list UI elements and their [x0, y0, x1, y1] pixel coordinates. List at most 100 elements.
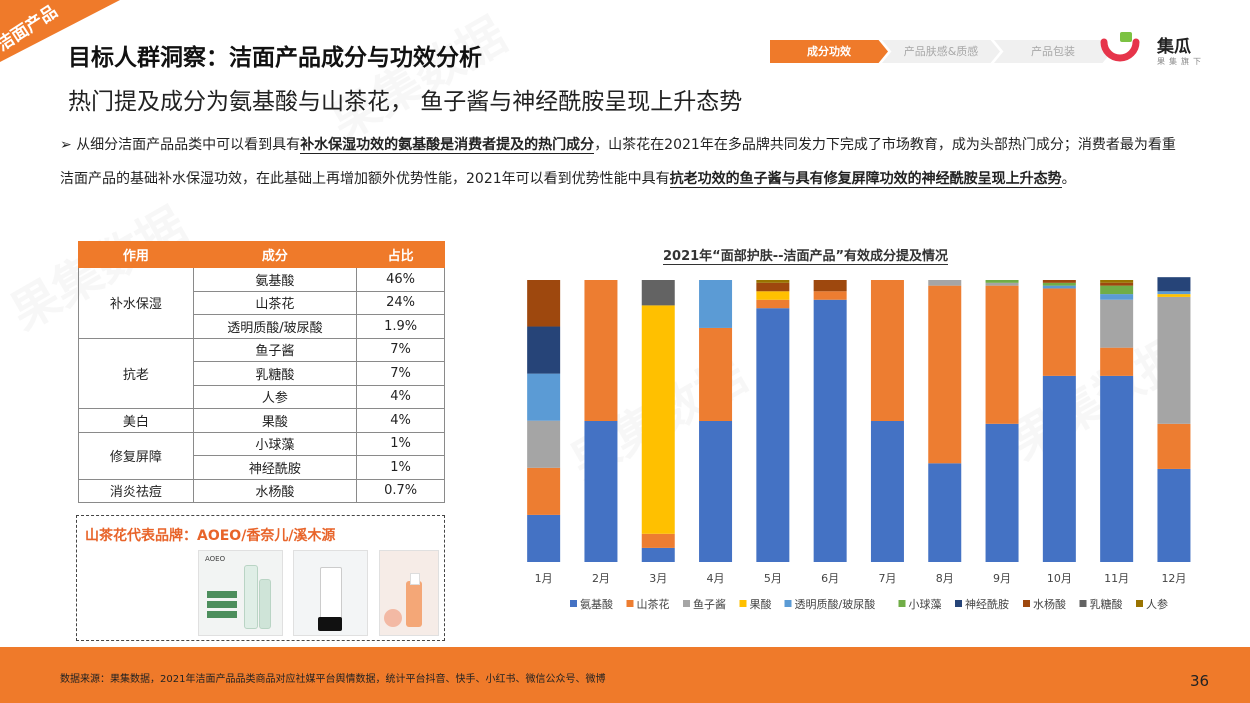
bar-segment-11-1 [1157, 423, 1191, 469]
bar-segment-7-0 [928, 463, 962, 562]
ingredient-cell: 山茶花 [192, 290, 358, 315]
effect-cell: 抗老 [78, 337, 194, 409]
table-row: 山茶花 24% [79, 290, 445, 315]
bar-segment-10-5 [1100, 285, 1134, 295]
share-cell: 24% [356, 290, 445, 315]
step-packaging[interactable]: 产品包装 [994, 40, 1112, 63]
x-tick-label: 1月 [535, 572, 553, 585]
product-flower-shape [384, 609, 402, 627]
bar-segment-7-2 [928, 280, 962, 286]
intro-text-3: 。 [1061, 171, 1076, 187]
legend-label-2: 鱼子酱 [693, 597, 726, 611]
bar-segment-6-1 [870, 280, 904, 421]
legend-label-6: 神经酰胺 [965, 597, 1009, 611]
intro-text-1: 从细分洁面产品品类中可以看到具有 [76, 137, 301, 153]
step-ingredients[interactable]: 成分功效 [770, 40, 888, 63]
share-cell: 0.7% [356, 478, 445, 503]
intro-emphasis-2: 抗老功效的鱼子酱与具有修复屏障功效的神经酰胺呈现上升态势 [669, 171, 1062, 188]
share-cell: 7% [356, 337, 445, 362]
bar-segment-0-7 [527, 280, 561, 327]
legend-swatch-2 [683, 600, 690, 607]
product-tag-shape [207, 611, 237, 618]
table-row: 美白 果酸 4% [78, 408, 445, 433]
bar-segment-2-1 [641, 533, 675, 548]
product-image-label: AOEO [205, 555, 226, 563]
bar-segment-5-1 [813, 291, 847, 300]
bar-segment-4-3 [756, 291, 790, 300]
bar-segment-8-5 [985, 280, 1019, 283]
header-ingredient: 成分 [192, 241, 358, 268]
logo-subtitle: 果集旗下 [1157, 57, 1205, 66]
step-texture[interactable]: 产品肤感&质感 [882, 40, 1000, 63]
legend-swatch-9 [1136, 600, 1143, 607]
table-row: 人参 4% [79, 384, 445, 409]
bar-segment-2-3 [641, 305, 675, 534]
bar-segment-3-1 [699, 327, 733, 421]
table-row: 抗老 鱼子酱 7% [78, 337, 445, 409]
product-tag-shape [207, 591, 237, 598]
bar-segment-10-2 [1100, 299, 1134, 348]
product-cap-shape [318, 617, 342, 631]
bar-segment-11-6 [1157, 277, 1191, 292]
legend-label-7: 水杨酸 [1033, 597, 1066, 611]
ingredient-cell: 水杨酸 [192, 478, 358, 503]
bar-segment-11-0 [1157, 468, 1191, 562]
bar-segment-2-0 [641, 547, 675, 562]
footer-bar [0, 647, 1250, 703]
x-tick-label: 4月 [707, 572, 725, 585]
bar-segment-0-2 [527, 420, 561, 468]
effect-cell: 补水保湿 [78, 267, 194, 339]
bar-segment-11-4 [1157, 291, 1191, 295]
product-image-chanel [293, 550, 368, 636]
product-bottle-shape [406, 581, 422, 627]
bar-segment-9-5 [1042, 282, 1076, 286]
bar-segment-4-9 [756, 280, 790, 283]
product-bottle-shape [320, 567, 342, 623]
data-source-note: 数据来源：果集数据，2021年洁面产品品类商品对应社媒平台舆情数据，统计平台抖音… [60, 674, 606, 685]
section-steps: 成分功效 产品肤感&质感 产品包装 [770, 40, 1112, 63]
x-tick-label: 5月 [764, 572, 782, 585]
bar-segment-4-1 [756, 299, 790, 309]
ingredient-cell: 人参 [192, 384, 358, 409]
brand-showcase: 山茶花代表品牌：AOEO/香奈儿/溪木源 AOEO [76, 515, 445, 641]
effect-cell: 修复屏障 [78, 431, 194, 480]
ingredient-cell: 氨基酸 [192, 267, 358, 292]
bar-segment-0-6 [527, 326, 561, 374]
legend-swatch-5 [898, 600, 906, 607]
product-image-ximuyuan [379, 550, 439, 636]
product-image-aoeo: AOEO [198, 550, 283, 636]
bar-segment-0-0 [527, 514, 561, 562]
x-tick-label: 2月 [592, 572, 610, 585]
ingredient-cell: 小球藻 [192, 431, 358, 456]
legend-swatch-4 [784, 600, 792, 607]
product-tube-shape [259, 579, 271, 629]
bar-segment-1-0 [584, 421, 618, 562]
legend-swatch-0 [570, 600, 577, 607]
x-tick-label: 11月 [1104, 572, 1129, 585]
bar-segment-0-1 [527, 467, 561, 515]
header-effect: 作用 [78, 241, 194, 268]
legend-label-5: 小球藻 [909, 597, 942, 611]
ingredient-cell: 透明质酸/玻尿酸 [192, 314, 358, 339]
bar-segment-8-1 [985, 285, 1019, 424]
legend-label-8: 乳糖酸 [1090, 597, 1123, 611]
legend-swatch-7 [1023, 600, 1030, 607]
bar-segment-10-9 [1100, 280, 1134, 283]
ingredient-table: 作用 成分 占比 补水保湿 氨基酸 46% 山茶花 24% 透明质酸/玻尿酸 1… [78, 241, 445, 503]
bar-segment-9-1 [1042, 288, 1076, 376]
bar-segment-11-3 [1157, 294, 1191, 297]
intro-emphasis-1: 补水保湿功效的氨基酸是消费者提及的热门成分 [300, 137, 595, 154]
legend-swatch-3 [739, 600, 747, 607]
brand-showcase-title: 山茶花代表品牌：AOEO/香奈儿/溪木源 [85, 528, 336, 544]
bar-segment-8-2 [985, 282, 1019, 286]
intro-paragraph: ➢ 从细分洁面产品品类中可以看到具有补水保湿功效的氨基酸是消费者提及的热门成分，… [60, 128, 1180, 196]
bar-segment-10-4 [1100, 294, 1134, 300]
bar-segment-10-0 [1100, 375, 1134, 562]
x-tick-label: 9月 [993, 572, 1011, 585]
product-cap-shape [410, 573, 420, 585]
x-tick-label: 12月 [1161, 572, 1186, 585]
effect-cell: 美白 [78, 408, 194, 433]
page-subtitle: 热门提及成分为氨基酸与山茶花， 鱼子酱与神经酰胺呈现上升态势 [68, 89, 743, 115]
ingredient-cell: 乳糖酸 [192, 361, 358, 386]
intro-text-2: ，山茶花在2021年在多品牌共同发力下完成了市场教育，成为头部热门成分；消费者最… [60, 137, 1176, 187]
